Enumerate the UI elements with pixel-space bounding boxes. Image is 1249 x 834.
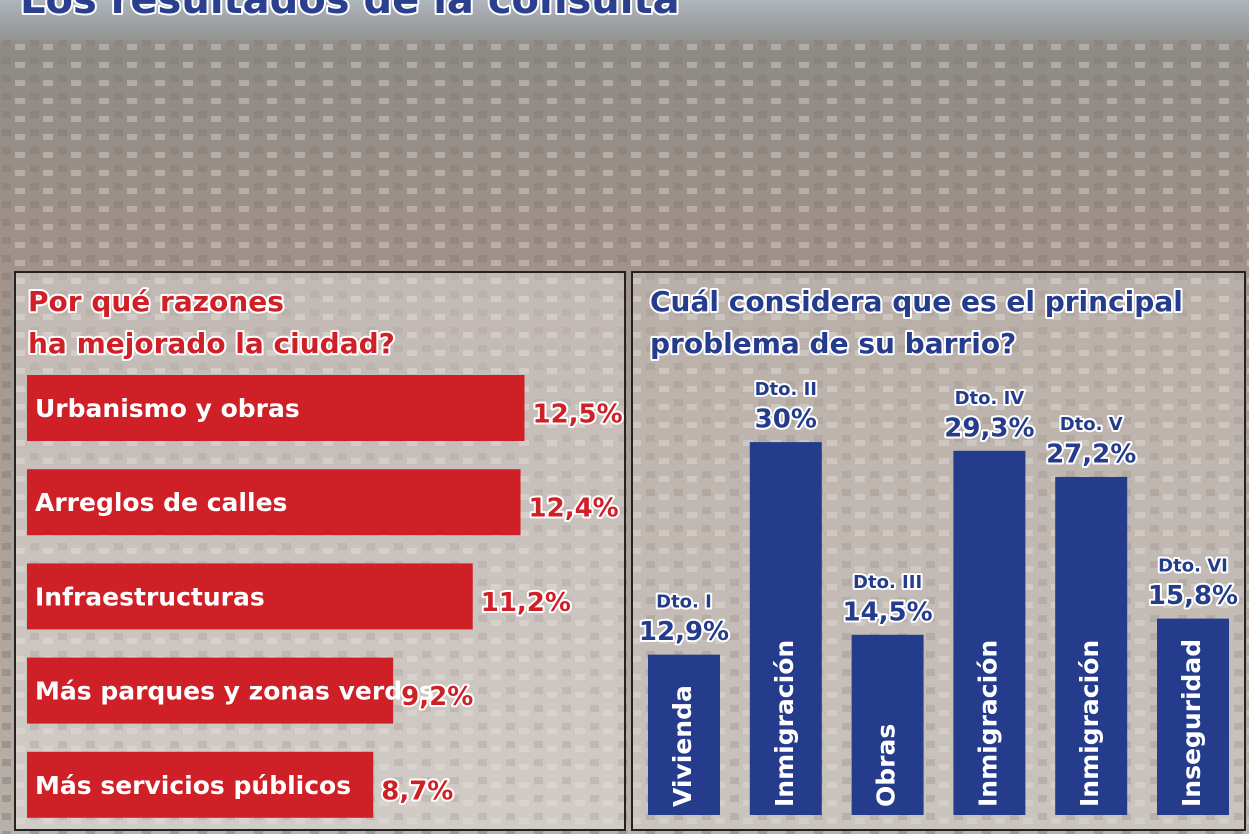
bar-label: Inmigración	[770, 640, 799, 807]
bar	[749, 442, 822, 815]
bar-label: Urbanismo y obras	[35, 394, 300, 423]
bar-label: Más parques y zonas verdes	[35, 677, 434, 706]
category-label: Dto. I	[656, 592, 712, 613]
bar-label: Inseguridad	[1177, 639, 1206, 807]
bar	[1055, 476, 1128, 815]
category-label: Dto. III	[853, 572, 922, 593]
bar-label: Inmigración	[973, 640, 1002, 807]
bar-label: Vivienda	[668, 685, 697, 807]
bar-label: Obras	[872, 724, 901, 807]
bar	[27, 469, 521, 536]
value-label: 9,2%	[401, 682, 473, 712]
value-label: 27,2%	[1046, 439, 1136, 469]
category-label: Dto. IV	[955, 388, 1025, 409]
left-panel	[14, 271, 626, 831]
value-label: 14,5%	[842, 597, 932, 627]
right-panel	[631, 271, 1246, 831]
value-label: 12,4%	[529, 494, 619, 524]
bar	[851, 634, 924, 815]
chart-title: Por qué razones	[28, 285, 284, 318]
bar	[953, 450, 1026, 815]
value-label: 30%	[755, 405, 817, 435]
category-label: Dto. V	[1060, 414, 1123, 435]
bar	[648, 654, 720, 815]
bar	[27, 657, 394, 724]
bar	[27, 751, 374, 818]
chart-title: Cuál considera que es el principal	[650, 285, 1183, 318]
bar-label: Más servicios públicos	[35, 771, 351, 800]
category-label: Dto. II	[755, 379, 817, 400]
value-label: 11,2%	[481, 588, 571, 618]
bar-label: Inmigración	[1075, 640, 1104, 807]
bar	[27, 375, 525, 441]
value-label: 8,7%	[381, 776, 453, 806]
chart-title: problema de su barrio?	[650, 327, 1016, 360]
bar	[27, 563, 473, 630]
bar	[1157, 618, 1229, 815]
category-label: Dto. VI	[1158, 556, 1228, 577]
bar-label: Infraestructuras	[35, 582, 265, 611]
bar-label: Arreglos de calles	[35, 488, 287, 517]
chart-title: ha mejorado la ciudad?	[28, 327, 395, 360]
value-label: 15,8%	[1148, 581, 1238, 611]
banner-title: Los resultados de la consulta	[20, 0, 680, 23]
value-label: 12,9%	[639, 617, 729, 647]
value-label: 29,3%	[944, 413, 1034, 443]
value-label: 12,5%	[533, 400, 623, 430]
